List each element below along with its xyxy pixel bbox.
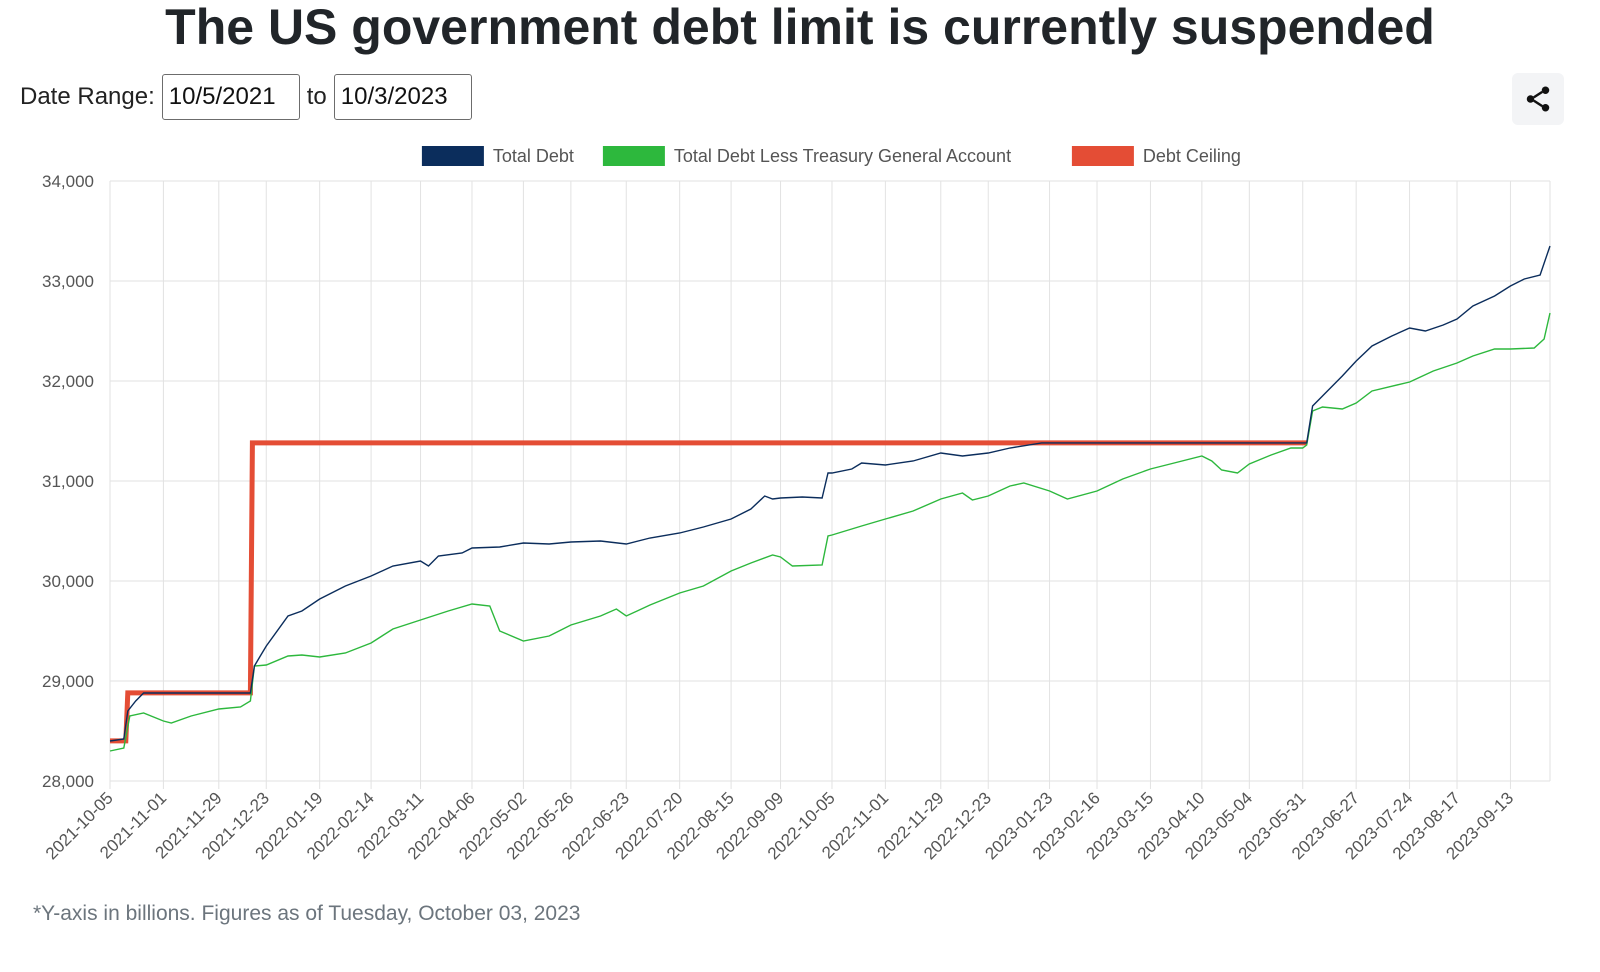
share-button[interactable] [1512,73,1564,125]
series-line-2 [110,440,1307,744]
date-range-control: Date Range: to [20,74,472,120]
date-from-input[interactable] [161,74,300,120]
y-tick-label: 31,000 [42,472,94,491]
y-tick-label: 34,000 [42,172,94,191]
series-line-1 [109,312,1551,752]
date-range-separator: to [306,83,327,110]
y-tick-label: 28,000 [42,772,94,791]
legend-label: Debt Ceiling [1143,146,1241,166]
share-icon [1526,86,1550,112]
series-line-0 [109,245,1551,742]
y-tick-label: 30,000 [42,572,94,591]
y-tick-label: 33,000 [42,272,94,291]
y-tick-label: 32,000 [42,372,94,391]
legend-label: Total Debt Less Treasury General Account [674,146,1011,166]
date-to-input[interactable] [333,74,472,120]
legend-swatch [1071,146,1134,166]
page-title: The US government debt limit is currentl… [165,0,1435,55]
chart-footnote: *Y-axis in billions. Figures as of Tuesd… [33,902,581,925]
debt-chart: 28,000 29,000 30,000 31,000 32,000 33,000 34,0… [42,146,1551,863]
legend-swatch [602,146,665,166]
legend-label: Total Debt [493,146,574,166]
legend-swatch [421,146,484,166]
y-tick-label: 29,000 [42,672,94,691]
date-range-label: Date Range: [20,83,155,110]
